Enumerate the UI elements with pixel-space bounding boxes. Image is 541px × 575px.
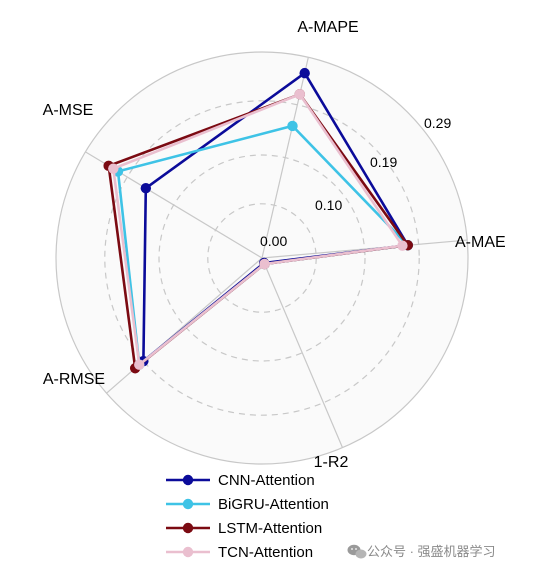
radial-tick-labels: 0.00 0.10 0.19 0.29	[260, 115, 451, 249]
watermark-text: 公众号 · 强盛机器学习	[367, 544, 496, 559]
legend-swatch-marker	[182, 522, 194, 534]
legend-label: CNN-Attention	[218, 472, 315, 489]
data-point	[259, 258, 270, 270]
tick-label: 0.29	[424, 115, 451, 131]
grid-circle-2	[158, 154, 366, 362]
legend-item: TCN-Attention	[166, 544, 313, 561]
legend-label: LSTM-Attention	[218, 520, 322, 537]
legend-label: TCN-Attention	[218, 544, 313, 561]
tick-label: 0.10	[315, 197, 342, 213]
data-point	[287, 120, 298, 132]
data-point	[108, 163, 119, 174]
tick-label: 0.19	[370, 154, 397, 170]
radar-series	[103, 67, 414, 374]
data-point	[134, 359, 145, 370]
series-line	[112, 93, 404, 367]
axis-label: A-MSE	[43, 102, 94, 119]
axis-spoke-1	[261, 239, 468, 259]
axis-spoke-5	[261, 257, 344, 448]
axis-label: A-MAE	[455, 234, 506, 251]
tick-label: 0.00	[260, 233, 287, 249]
data-point	[299, 67, 310, 79]
axis-labels: A-MAE A-MAPE A-MSE A-RMSE 1-R2	[43, 19, 506, 471]
legend-swatch-marker	[182, 546, 194, 558]
grid-circle-3	[104, 100, 420, 416]
legend-label: BiGRU-Attention	[218, 496, 329, 513]
axis-label: 1-R2	[314, 454, 349, 471]
axis-label: A-MAPE	[297, 19, 358, 36]
data-point	[294, 89, 306, 100]
series-tcn-attention	[108, 89, 408, 370]
legend-item: BiGRU-Attention	[166, 496, 329, 513]
watermark: 公众号 · 强盛机器学习	[347, 544, 496, 559]
legend: CNN-Attention BiGRU-Attention LSTM-Attenti…	[166, 472, 329, 561]
legend-item: LSTM-Attention	[166, 520, 322, 537]
wechat-icon	[347, 544, 367, 559]
data-point	[397, 240, 408, 251]
axis-label: A-RMSE	[43, 371, 105, 388]
legend-swatch-marker	[182, 498, 194, 510]
legend-item: CNN-Attention	[166, 472, 315, 489]
data-point	[140, 182, 152, 194]
legend-swatch-marker	[182, 474, 194, 486]
